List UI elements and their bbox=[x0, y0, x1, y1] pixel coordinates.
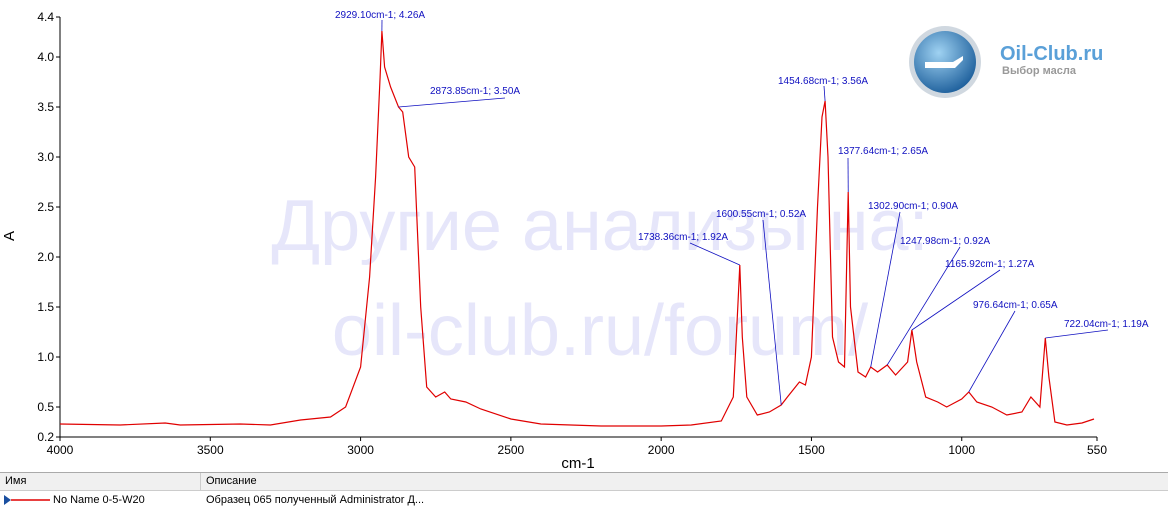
description: Образец 065 полученный Administrator Д..… bbox=[206, 494, 425, 506]
annotation-label: 1738.36cm-1; 1.92A bbox=[638, 232, 728, 243]
annotation-leader bbox=[762, 219, 782, 406]
annotation-label: 976.64cm-1; 0.65A bbox=[973, 300, 1058, 311]
y-tick-label: 4.4 bbox=[37, 10, 54, 24]
annotation-label: 1600.55cm-1; 0.52A bbox=[716, 209, 806, 220]
annotation-leader bbox=[1045, 329, 1109, 339]
series-name: No Name 0-5-W20 bbox=[53, 494, 145, 506]
annotation-leader bbox=[911, 269, 1001, 331]
spectra-table: Имя Описание No Name 0-5-W20 Образец 065… bbox=[0, 472, 1168, 510]
y-tick-label: 3.0 bbox=[37, 150, 54, 164]
annotation-label: 1302.90cm-1; 0.90A bbox=[868, 201, 958, 212]
annotation-label: 1247.98cm-1; 0.92A bbox=[900, 236, 990, 247]
annotation-leader bbox=[886, 246, 961, 366]
y-tick-label: 1.5 bbox=[37, 300, 54, 314]
logo-title: Oil-Club.ru bbox=[1000, 43, 1103, 65]
logo-can bbox=[925, 56, 963, 68]
annotation-label: 2873.85cm-1; 3.50A bbox=[430, 86, 520, 97]
x-tick-label: 550 bbox=[1087, 443, 1107, 457]
logo-subtitle: Выбор масла bbox=[1002, 65, 1077, 77]
annotation-label: 1377.64cm-1; 2.65A bbox=[838, 146, 928, 157]
y-tick-label: 2.0 bbox=[37, 250, 54, 264]
row-marker bbox=[4, 495, 50, 505]
y-tick-label: 2.5 bbox=[37, 200, 54, 214]
y-tick-label: 1.0 bbox=[37, 350, 54, 364]
chart: Другие анализы на: oil-club.ru/forum/ Oi… bbox=[1, 10, 1149, 472]
x-tick-label: 3000 bbox=[347, 443, 374, 457]
x-axis-label: cm-1 bbox=[561, 455, 594, 470]
annotation-leader bbox=[968, 310, 1016, 393]
x-tick-label: 3500 bbox=[197, 443, 224, 457]
y-tick-label: 3.5 bbox=[37, 100, 54, 114]
annotation-leader bbox=[870, 211, 901, 368]
x-tick-label: 1000 bbox=[948, 443, 975, 457]
annotation-leader bbox=[398, 97, 506, 108]
y-tick-label: 0.2 bbox=[37, 430, 54, 444]
watermark: oil-club.ru/forum/ bbox=[332, 291, 868, 371]
annotation-label: 1165.92cm-1; 1.27A bbox=[945, 259, 1035, 270]
y-axis-label: A bbox=[1, 231, 18, 241]
column-header[interactable]: Описание bbox=[206, 475, 257, 487]
x-tick-label: 1500 bbox=[798, 443, 825, 457]
y-tick-label: 4.0 bbox=[37, 50, 54, 64]
annotation-label: 722.04cm-1; 1.19A bbox=[1064, 319, 1149, 330]
column-header[interactable]: Имя bbox=[5, 475, 27, 487]
annotation-label: 2929.10cm-1; 4.26A bbox=[335, 10, 425, 21]
annotation-label: 1454.68cm-1; 3.56A bbox=[778, 76, 868, 87]
spectrum-line bbox=[59, 30, 1095, 427]
y-tick-label: 0.5 bbox=[37, 400, 54, 414]
watermark: Другие анализы на: bbox=[271, 186, 928, 266]
x-tick-label: 2000 bbox=[648, 443, 675, 457]
table-row[interactable]: No Name 0-5-W20 Образец 065 полученный A… bbox=[0, 491, 1168, 510]
x-tick-label: 2500 bbox=[498, 443, 525, 457]
x-tick-label: 4000 bbox=[47, 443, 74, 457]
annotation-leader bbox=[823, 85, 826, 102]
table-header: Имя Описание bbox=[0, 473, 1168, 491]
annotation-leader bbox=[689, 242, 740, 266]
